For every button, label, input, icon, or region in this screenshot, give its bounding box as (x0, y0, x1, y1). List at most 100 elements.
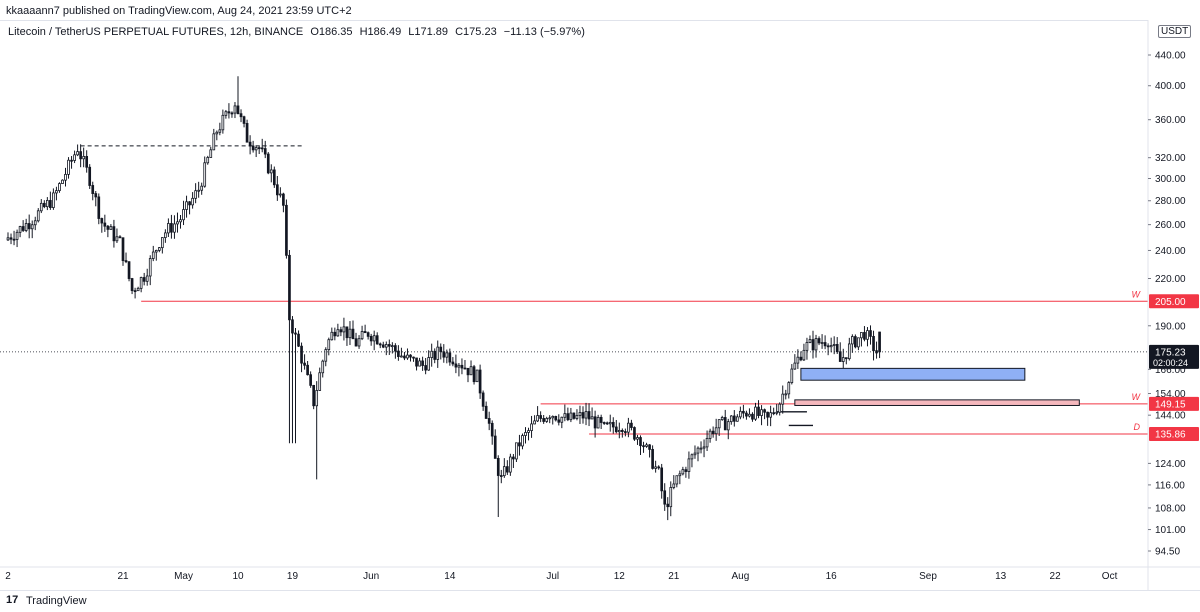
candle-up (748, 413, 751, 417)
candle-down (863, 332, 866, 340)
symbol-name: Litecoin / TetherUS PERPETUAL FUTURES, 1… (8, 26, 304, 38)
tradingview-logo-icon[interactable]: 17 (6, 594, 19, 606)
level-price-badge (1149, 294, 1199, 309)
candle-up (61, 179, 64, 184)
candle-up (179, 219, 182, 223)
candle-down (466, 367, 470, 376)
candle-down (300, 345, 303, 364)
time-tick-label: 21 (668, 571, 680, 582)
candle-down (817, 338, 821, 344)
level-tag: W (1132, 289, 1142, 299)
candle-down (763, 409, 766, 413)
candle-up (145, 275, 149, 282)
tradingview-brand[interactable]: TradingView (26, 595, 87, 607)
candle-down (369, 335, 373, 342)
candle-up (708, 430, 712, 439)
candle-down (266, 153, 270, 174)
candle-up (847, 343, 851, 360)
candle-up (690, 454, 694, 460)
candle-up (672, 483, 676, 488)
blue-zone (800, 367, 1026, 381)
candle-down (823, 342, 827, 347)
candle-up (182, 209, 185, 221)
candle-down (872, 335, 875, 352)
candle-down (415, 357, 418, 367)
candle-up (536, 415, 539, 422)
price-tick-label: 166.00 (1155, 365, 1186, 376)
candle-up (30, 224, 34, 230)
candle-down (506, 466, 509, 473)
candle-up (191, 197, 194, 206)
candle-down (621, 429, 624, 432)
candle-down (257, 147, 261, 150)
candle-down (245, 123, 249, 143)
candle-down (375, 335, 379, 345)
price-tick-label: 108.00 (1155, 503, 1186, 514)
candle-down (869, 330, 872, 337)
countdown-timer: 02:00:24 (1153, 358, 1188, 368)
candle-up (418, 360, 421, 367)
candle-down (333, 331, 337, 337)
candle-up (372, 335, 376, 342)
current-price-badge (1149, 344, 1199, 369)
candle-down (94, 193, 98, 198)
time-tick-label: Sep (919, 571, 937, 582)
candle-up (315, 390, 319, 407)
candle-up (551, 415, 555, 419)
candle-up (173, 223, 176, 233)
candle-down (412, 356, 415, 359)
candle-down (291, 319, 294, 334)
candle-down (624, 431, 627, 433)
price-tick-label: 300.00 (1155, 174, 1186, 185)
candle-down (875, 350, 878, 354)
level-price-badge (1149, 396, 1199, 411)
candle-down (723, 417, 727, 431)
ohlc-close: C175.23 (455, 26, 497, 38)
chart-area[interactable] (0, 20, 1200, 591)
candle-up (327, 339, 331, 351)
candle-up (221, 114, 225, 131)
currency-badge[interactable]: USDT (1158, 25, 1192, 38)
candle-up (548, 417, 552, 420)
candle-down (103, 222, 107, 227)
candle-up (348, 328, 352, 339)
candle-down (363, 331, 367, 334)
candle-down (566, 413, 570, 421)
candle-up (857, 337, 860, 348)
candle-down (772, 412, 775, 415)
candle-up (194, 190, 197, 199)
candle-down (230, 112, 234, 115)
candle-up (654, 466, 657, 469)
candle-up (15, 231, 19, 240)
candle-up (324, 349, 328, 362)
candle-up (215, 131, 219, 135)
candle-up (318, 372, 322, 391)
candle-down (518, 442, 521, 447)
candle-down (593, 416, 597, 429)
price-tick-label: 190.00 (1155, 321, 1186, 332)
candle-up (218, 129, 222, 133)
candle-up (617, 429, 621, 433)
candle-up (33, 220, 37, 226)
candle-down (657, 466, 660, 469)
candle-down (70, 159, 73, 162)
candle-down (648, 444, 651, 450)
candlestick-chart[interactable]: W W D 440.00 400.00 360.00 320.00 300.00 280.00… (0, 0, 1200, 590)
candle-up (469, 366, 473, 376)
time-tick-label: 12 (614, 571, 626, 582)
candle-up (521, 435, 524, 447)
candle-down (799, 356, 803, 361)
candle-down (239, 113, 243, 118)
candle-up (64, 173, 67, 181)
candle-up (702, 446, 706, 449)
candle-up (55, 190, 58, 194)
candle-down (605, 422, 609, 425)
candle-down (27, 223, 31, 230)
candle-down (484, 405, 488, 419)
candle-down (878, 331, 881, 353)
candle-down (263, 148, 267, 155)
candle-up (802, 349, 806, 361)
publish-info: kkaaaann7 published on TradingView.com, … (6, 5, 352, 17)
candle-up (6, 237, 10, 241)
